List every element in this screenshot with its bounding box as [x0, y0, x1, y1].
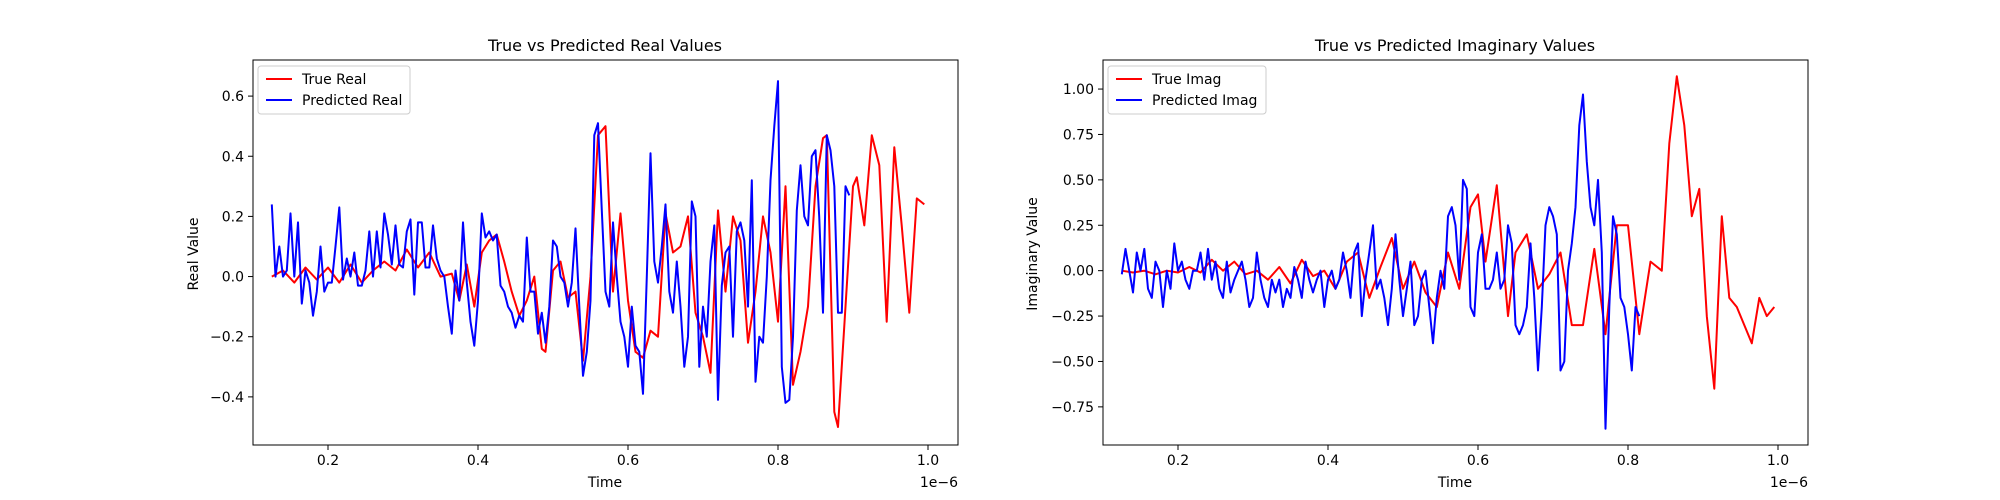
chart-imag-title: True vs Predicted Imaginary Values	[1314, 36, 1595, 55]
chart-real-xlabel: Time	[587, 475, 622, 491]
chart-imag-axes-frame	[1102, 59, 1809, 446]
chart-imag-plot-area: 0.2 0.4 0.6 0.8 1.0 −0.75 −0.50 −0.25 0.00 0.25 0.…	[1051, 59, 1809, 469]
chart-real-x-tick-label: 0.8	[767, 453, 789, 469]
chart-real: True vs Predicted Real Values 0.2 0.4 0.6 0…	[186, 36, 959, 491]
chart-real-y-tick-label: 0.2	[222, 209, 244, 225]
chart-real-x-multiplier: 1e−6	[920, 475, 958, 491]
chart-imag-y-tick-label: −0.25	[1051, 309, 1094, 325]
chart-real-x-tick-label: 0.6	[617, 453, 639, 469]
chart-real-legend: True Real Predicted Real	[257, 65, 411, 115]
chart-imag-x-tick-label: 0.4	[1317, 453, 1339, 469]
chart-real-x-tick-label: 0.4	[467, 453, 489, 469]
chart-imag-legend-label-true: True Imag	[1151, 72, 1221, 88]
chart-imag-x-multiplier: 1e−6	[1770, 475, 1808, 491]
chart-imag-series-true-line	[1121, 75, 1776, 390]
chart-imag-legend-label-predicted: Predicted Imag	[1152, 93, 1257, 109]
chart-imag-legend: True Imag Predicted Imag	[1107, 65, 1267, 115]
chart-real-y-tick-label: −0.2	[210, 330, 244, 346]
chart-imag-y-tick-label: −0.50	[1051, 354, 1094, 370]
chart-imag-y-tick-label: 0.25	[1063, 218, 1094, 234]
chart-real-legend-label-true: True Real	[301, 72, 366, 88]
chart-real-series-true-line	[271, 125, 925, 428]
chart-imag-y-tick-label: 1.00	[1063, 82, 1094, 98]
chart-real-x-tick-label: 1.0	[917, 453, 939, 469]
chart-imag-x-tick-label: 1.0	[1767, 453, 1789, 469]
chart-real-x-tick-label: 0.2	[317, 453, 339, 469]
chart-imag-y-tick-label: 0.75	[1063, 127, 1094, 143]
chart-real-y-tick-label: 0.6	[222, 89, 244, 105]
chart-imag-y-tick-label: 0.00	[1063, 264, 1094, 280]
chart-real-y-tick-label: −0.4	[210, 390, 244, 406]
chart-real-axes-frame	[252, 59, 959, 446]
chart-imag-x-tick-label: 0.6	[1467, 453, 1489, 469]
chart-real-y-tick-label: 0.4	[222, 149, 244, 165]
chart-imag: True vs Predicted Imaginary Values 0.2 0.…	[1025, 36, 1809, 491]
chart-real-plot-area: 0.2 0.4 0.6 0.8 1.0 −0.4 −0.2 0.0 0.2 0.4 0.6	[210, 59, 959, 469]
chart-imag-legend-box	[1107, 65, 1267, 115]
chart-imag-y-tick-label: −0.75	[1051, 400, 1094, 416]
chart-real-title: True vs Predicted Real Values	[487, 36, 722, 55]
chart-imag-y-tick-label: 0.50	[1063, 173, 1094, 189]
chart-real-y-tick-label: 0.0	[222, 270, 244, 286]
chart-imag-ylabel: Imaginary Value	[1025, 197, 1041, 311]
chart-imag-series-predicted-line	[1120, 93, 1641, 430]
chart-imag-x-tick-label: 0.2	[1167, 453, 1189, 469]
chart-real-legend-box	[257, 65, 411, 115]
chart-real-legend-label-predicted: Predicted Real	[302, 93, 402, 109]
chart-imag-x-tick-label: 0.8	[1617, 453, 1639, 469]
chart-imag-xlabel: Time	[1437, 475, 1472, 491]
chart-real-ylabel: Real Value	[186, 217, 202, 290]
chart-real-series-predicted-line	[270, 80, 851, 404]
